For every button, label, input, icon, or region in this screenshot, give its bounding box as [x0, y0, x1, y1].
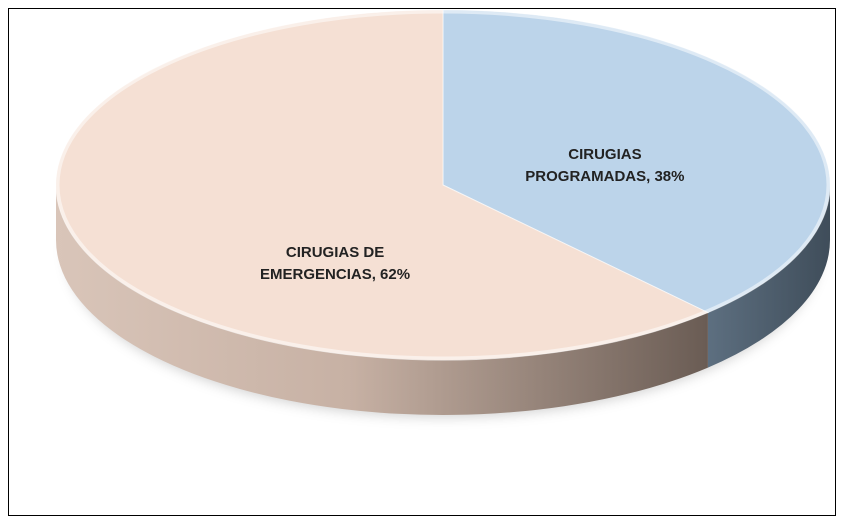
slice [55, 9, 710, 361]
slice [442, 9, 831, 314]
frame [8, 8, 836, 516]
data-label: CIRUGIAS DE EMERGENCIAS, 62% [260, 244, 411, 284]
slice-side [56, 185, 708, 415]
data-label: CIRUGIAS PROGRAMADAS, 38% [525, 146, 685, 185]
slice-side [707, 185, 830, 368]
rim-highlight [56, 10, 830, 360]
